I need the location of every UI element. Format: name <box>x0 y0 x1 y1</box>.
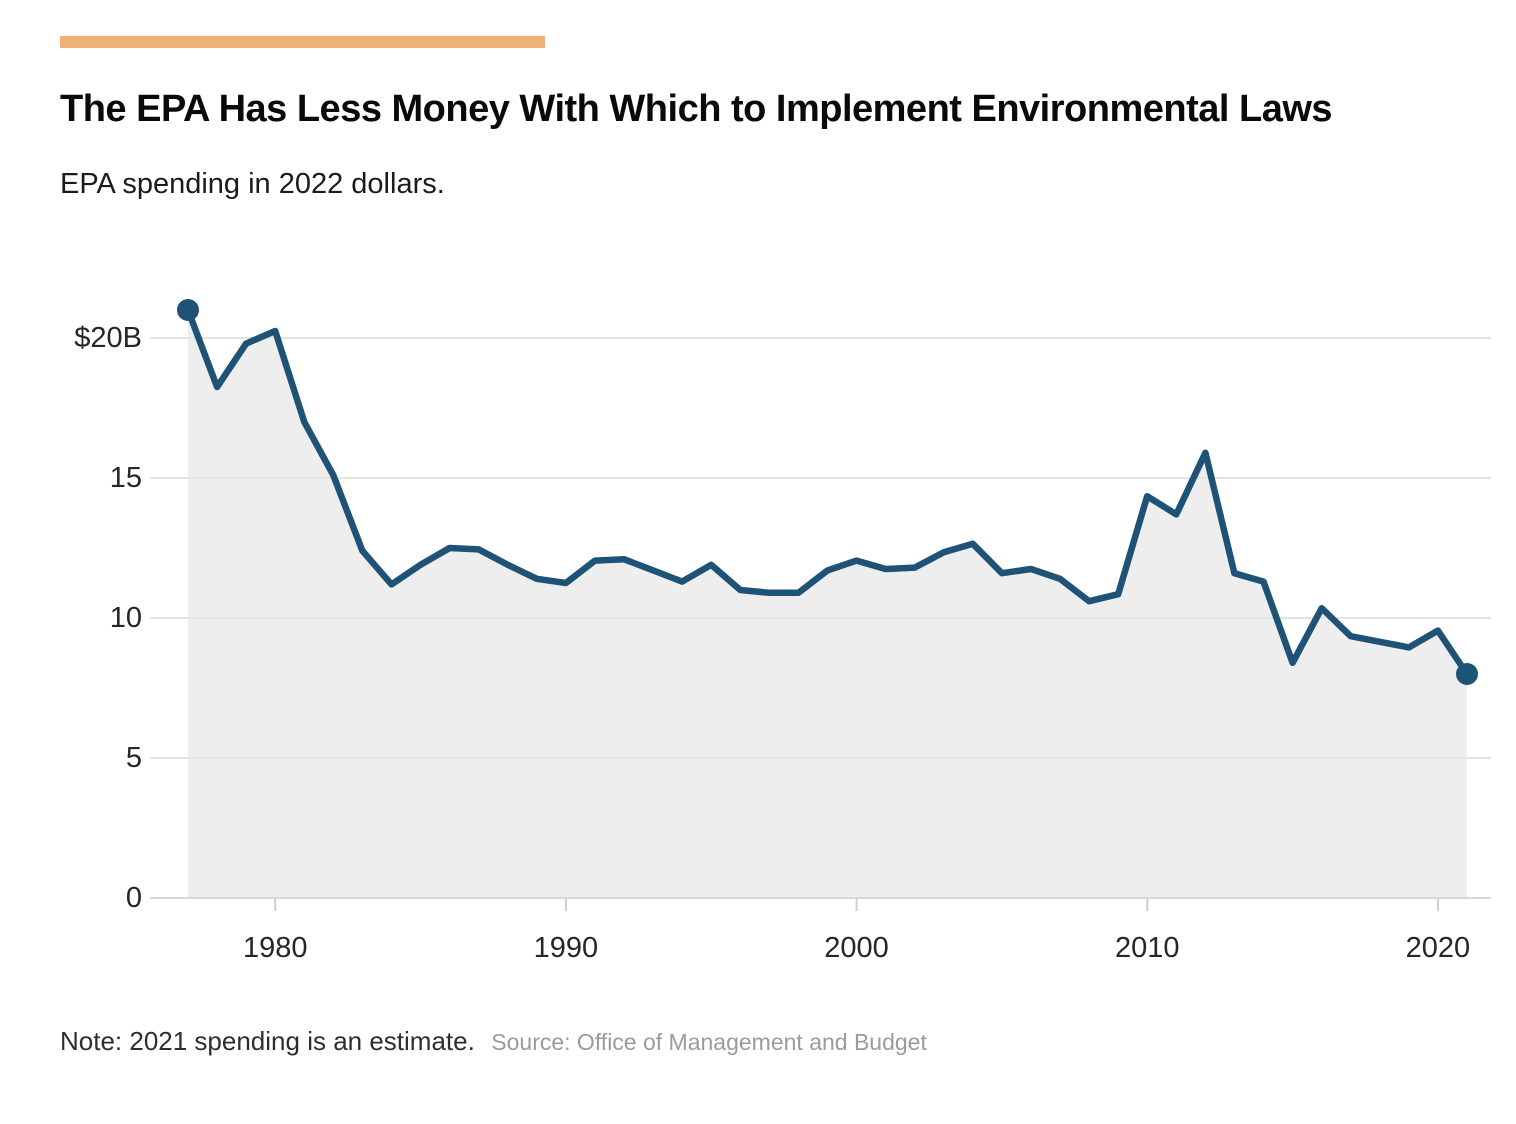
y-axis-label: 0 <box>125 882 142 914</box>
x-axis-label: 2010 <box>1114 932 1180 964</box>
note-text: Note: 2021 spending is an estimate. <box>60 1026 475 1056</box>
x-axis-label: 1980 <box>242 932 308 964</box>
endpoint-dot-1977 <box>177 299 199 321</box>
page-title: The EPA Has Less Money With Which to Imp… <box>60 88 1333 130</box>
x-axis-label: 2020 <box>1405 932 1471 964</box>
endpoint-dot-2021 <box>1456 663 1478 685</box>
y-axis-label: 10 <box>109 602 142 634</box>
source-text: Source: Office of Management and Budget <box>491 1029 927 1055</box>
chart-footer: Note: 2021 spending is an estimate. Sour… <box>60 1026 1460 1057</box>
y-axis-label: 5 <box>125 742 142 774</box>
y-axis: $20B 15 10 5 0 <box>0 0 142 960</box>
chart-subtitle: EPA spending in 2022 dollars. <box>60 168 445 200</box>
spending-line <box>184 306 1471 678</box>
x-axis-label: 2000 <box>824 932 889 964</box>
x-axis: 1980 1990 2000 2010 2020 <box>0 930 1516 972</box>
y-axis-label: $20B <box>74 322 142 354</box>
x-axis-label: 1990 <box>533 932 599 964</box>
accent-bar <box>60 36 545 48</box>
y-axis-label: 15 <box>109 462 142 494</box>
area-fill <box>188 310 1467 898</box>
